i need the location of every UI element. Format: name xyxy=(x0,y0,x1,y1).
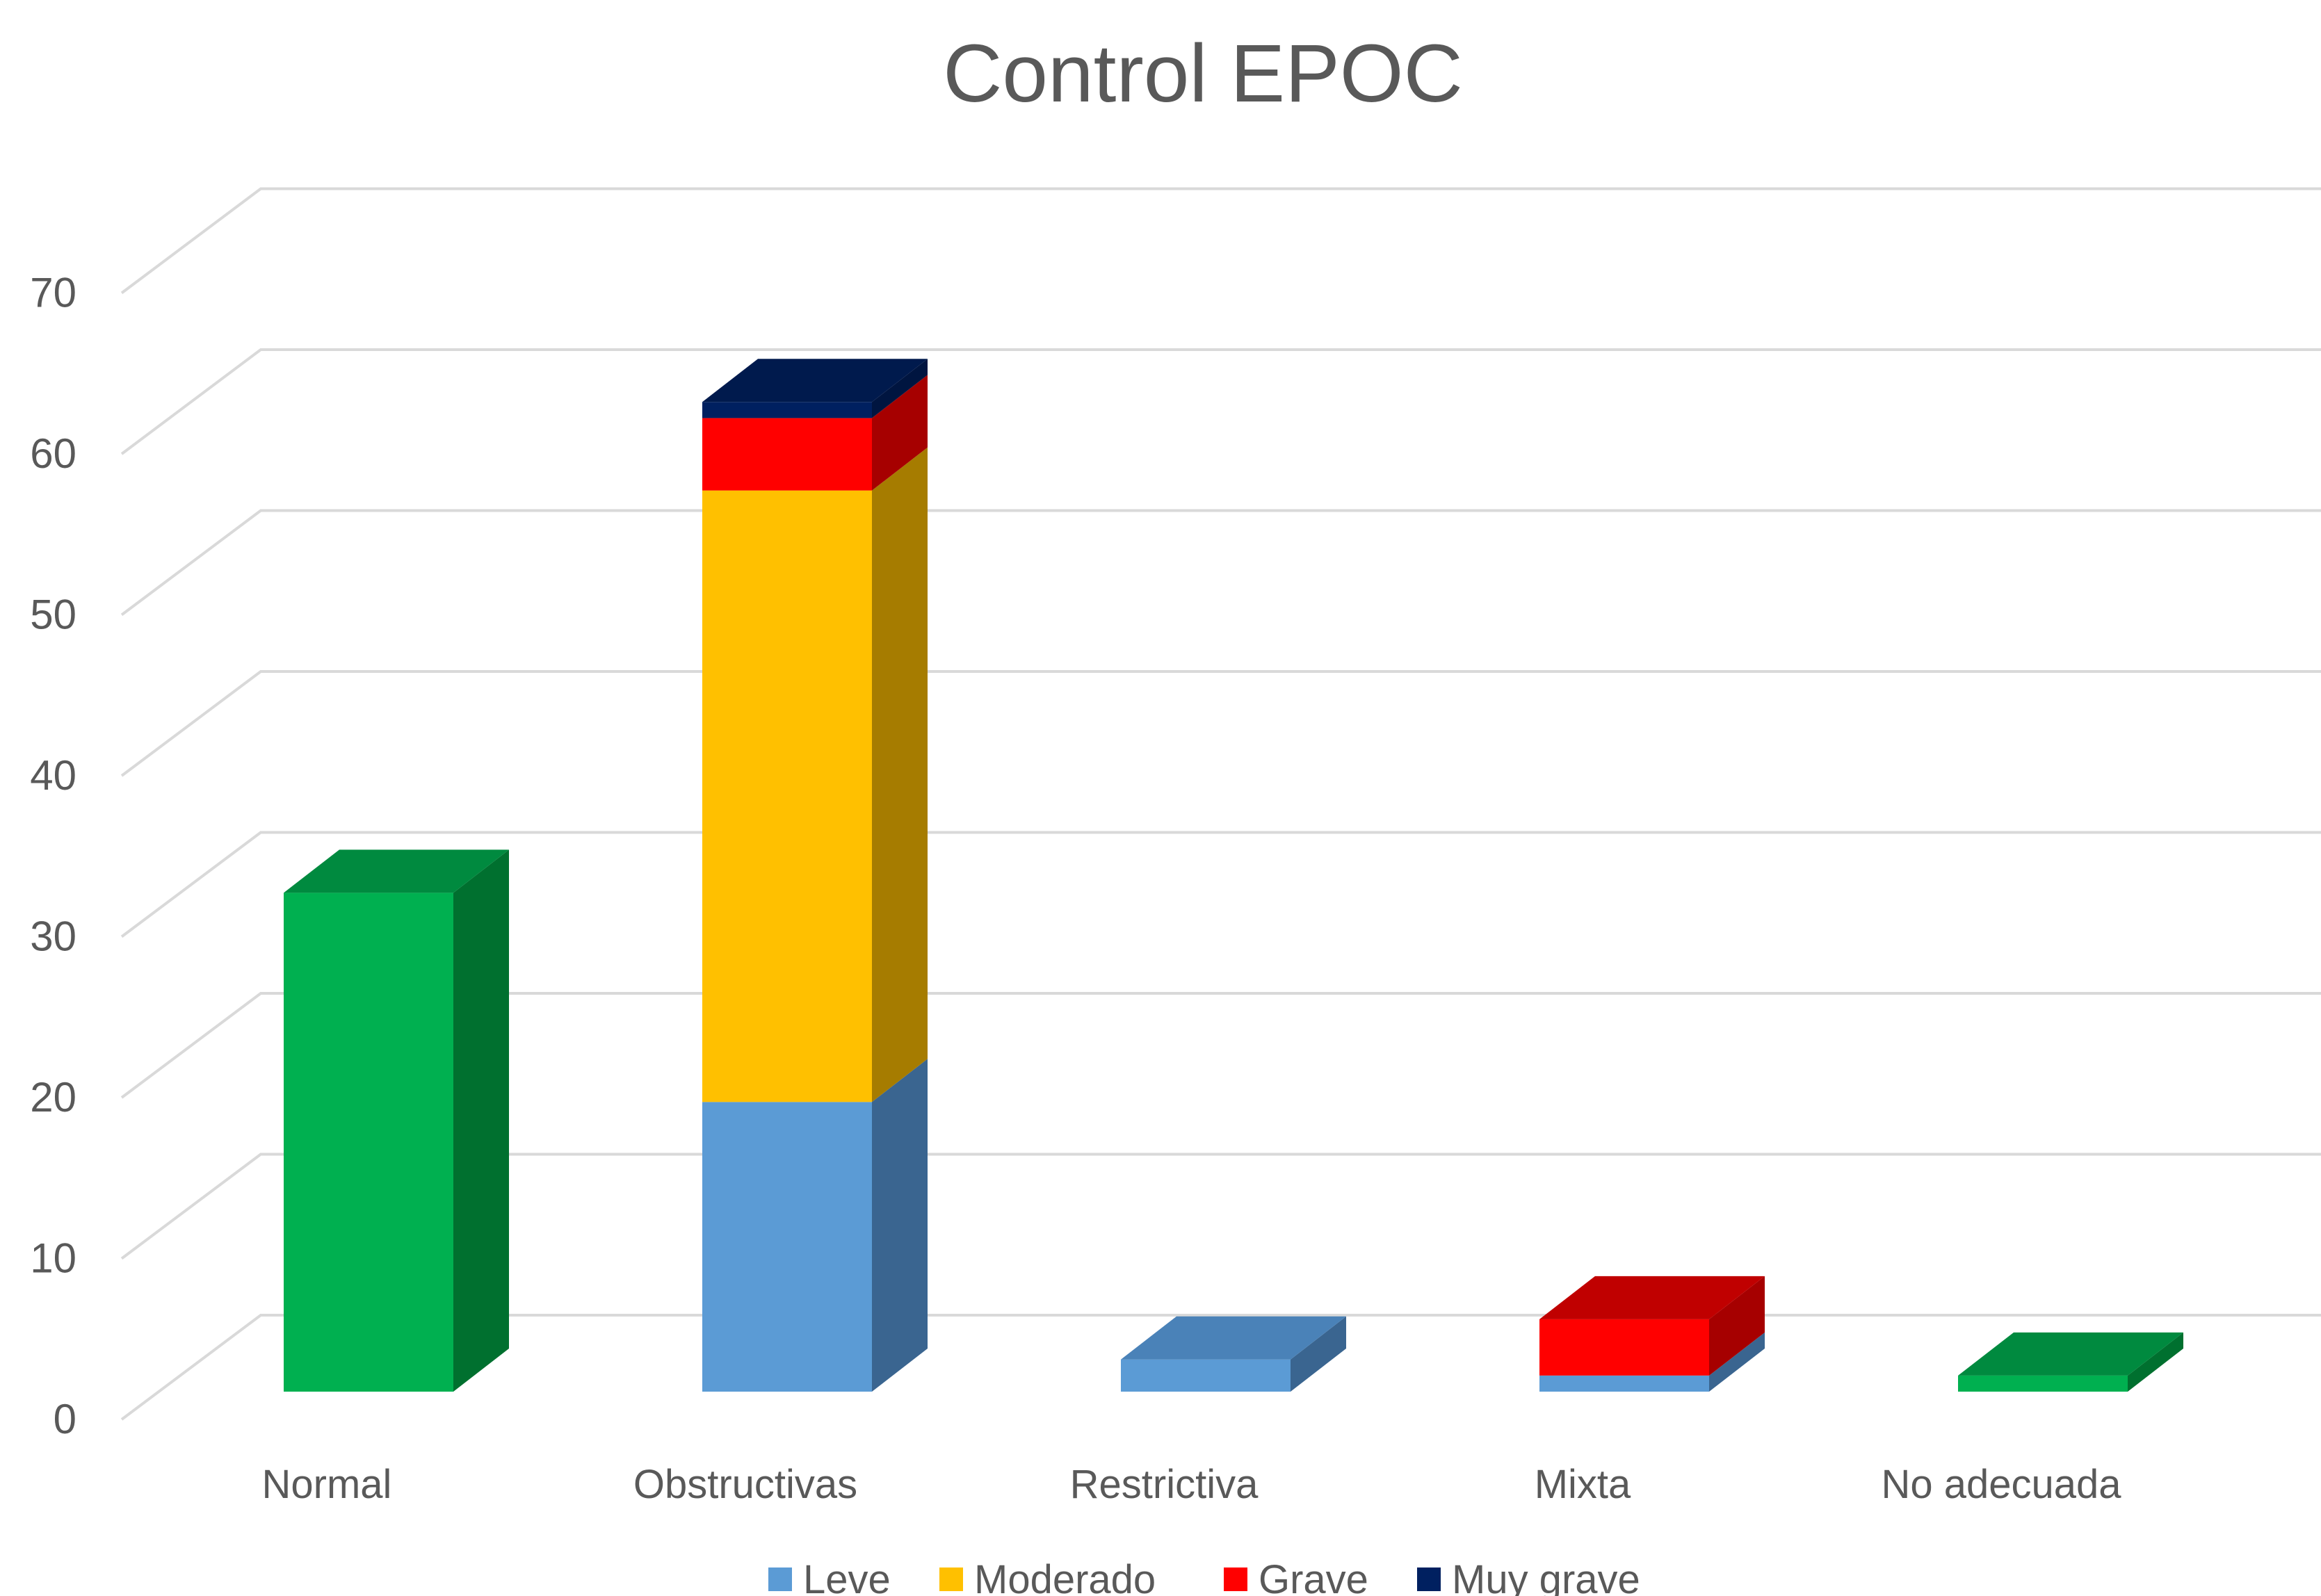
bar-segment xyxy=(702,375,928,491)
legend-label: Leve xyxy=(803,1557,891,1596)
bar-front xyxy=(1958,1375,2128,1392)
bar-top xyxy=(1121,1316,1346,1360)
bar-top xyxy=(284,849,509,893)
bar-segment xyxy=(702,359,928,418)
bar-side xyxy=(872,1059,928,1392)
y-tick-label: 30 xyxy=(30,913,76,960)
chart-title: Control EPOC xyxy=(943,28,1463,120)
bar-side xyxy=(2128,1332,2183,1392)
bar-front xyxy=(284,893,453,1392)
bar-segment xyxy=(1121,1316,1346,1392)
legend-label: Grave xyxy=(1259,1557,1368,1596)
y-tick-label: 0 xyxy=(54,1396,76,1442)
legend-swatch xyxy=(939,1568,963,1591)
bar-segment xyxy=(1958,1332,2183,1392)
y-tick-label: 70 xyxy=(30,270,76,316)
y-tick-label: 10 xyxy=(30,1235,76,1282)
x-axis-category-labels: Normal Obstructivas Restrictiva Mixta No ade… xyxy=(262,1462,2122,1507)
gridline xyxy=(120,509,2321,617)
bar-side xyxy=(872,447,928,1102)
bar-top xyxy=(1539,1276,1765,1319)
bar-front xyxy=(702,418,872,491)
legend: Leve Moderado Grave Muy grave xyxy=(768,1557,1640,1596)
gridline xyxy=(120,992,2321,1099)
x-category-label: No adecuada xyxy=(1881,1462,2121,1507)
gridline xyxy=(120,670,2321,777)
bars xyxy=(284,359,2183,1392)
legend-swatch xyxy=(1224,1568,1247,1591)
legend-label: Moderado xyxy=(974,1557,1156,1596)
x-category-label: Restrictiva xyxy=(1070,1462,1259,1507)
bar-front xyxy=(1539,1375,1709,1392)
bar-side xyxy=(1291,1316,1346,1392)
x-category-label: Normal xyxy=(262,1462,392,1507)
bar-top xyxy=(1958,1332,2183,1376)
gridline xyxy=(120,348,2321,455)
bar-side xyxy=(453,849,509,1392)
legend-swatch xyxy=(1417,1568,1441,1591)
bar-side xyxy=(1709,1276,1765,1376)
gridline xyxy=(120,1153,2321,1260)
bar-front xyxy=(1539,1319,1709,1376)
legend-swatch xyxy=(768,1568,792,1591)
y-tick-label: 50 xyxy=(30,592,76,638)
bar-top xyxy=(702,359,928,402)
bar-side xyxy=(1709,1332,1765,1392)
y-tick-label: 40 xyxy=(30,752,76,799)
legend-label: Muy grave xyxy=(1452,1557,1640,1596)
bar-front xyxy=(702,1102,872,1392)
bar-front xyxy=(702,402,872,418)
y-tick-label: 60 xyxy=(30,430,76,477)
bar-segment xyxy=(702,447,928,1102)
bar-segment xyxy=(1539,1276,1765,1376)
y-tick-label: 20 xyxy=(30,1074,76,1121)
bar-segment xyxy=(702,1059,928,1392)
x-category-label: Mixta xyxy=(1535,1462,1631,1507)
bar-front xyxy=(702,490,872,1102)
x-category-label: Obstructivas xyxy=(633,1462,857,1507)
bar-front xyxy=(1121,1359,1291,1392)
gridline xyxy=(120,187,2321,295)
bar-side xyxy=(872,359,928,418)
gridline xyxy=(120,831,2321,938)
y-axis-tick-labels: 0 10 20 30 40 50 60 70 xyxy=(30,270,76,1443)
bar-segment xyxy=(1539,1332,1765,1392)
bar-segment xyxy=(284,849,509,1392)
gridlines xyxy=(120,187,2321,1421)
bar-side xyxy=(872,375,928,491)
